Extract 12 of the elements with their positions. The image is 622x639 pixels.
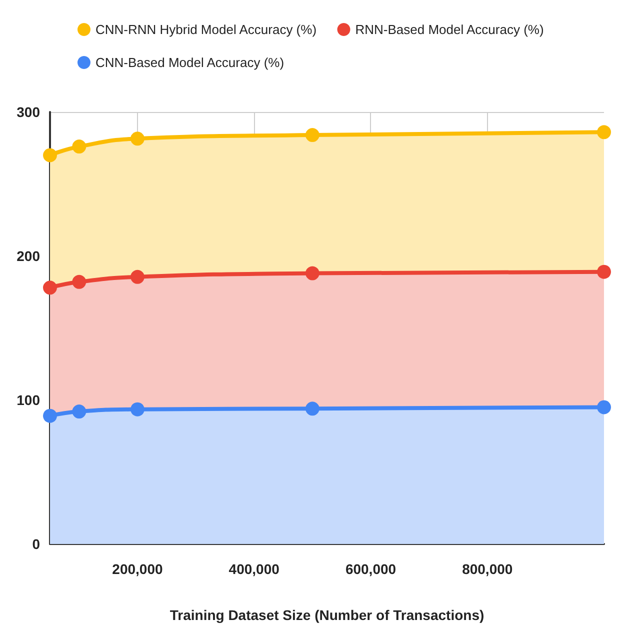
x-axis-title: Training Dataset Size (Number of Transactions) (170, 607, 484, 623)
y-tick-label: 200 (16, 248, 40, 264)
y-tick-label: 0 (32, 536, 40, 552)
legend-label: CNN-Based Model Accuracy (%) (95, 55, 284, 70)
legend-label: CNN-RNN Hybrid Model Accuracy (%) (95, 22, 317, 37)
legend-label: RNN-Based Model Accuracy (%) (355, 22, 544, 37)
y-tick-label: 100 (16, 392, 40, 408)
x-tick-label: 400,000 (228, 561, 280, 577)
y-tick-label: 300 (16, 104, 40, 120)
x-tick-label: 600,000 (345, 561, 396, 577)
x-tick-label: 800,000 (462, 561, 513, 577)
x-tick-label: 200,000 (112, 561, 163, 577)
